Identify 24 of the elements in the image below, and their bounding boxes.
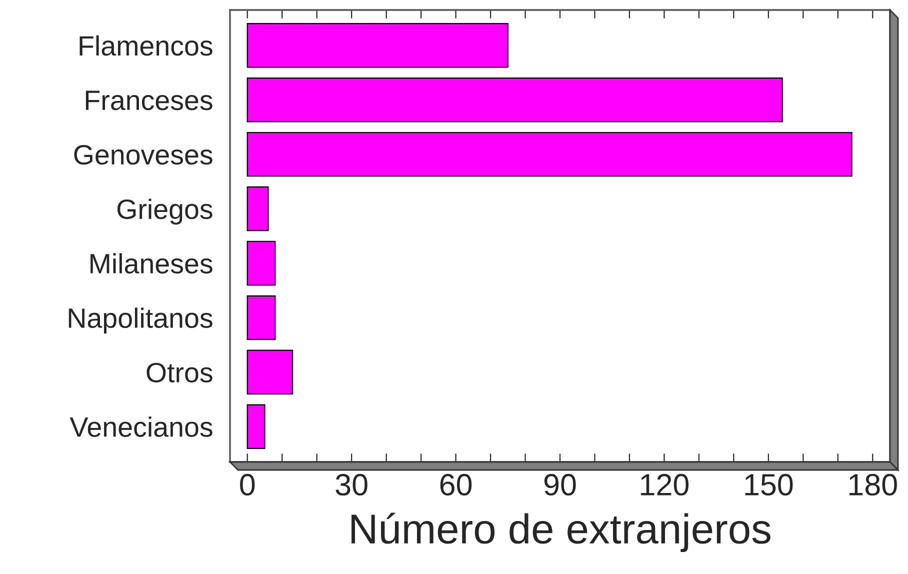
y-tick-label: Otros [146,362,212,382]
y-tick-label: Griegos [117,198,212,225]
x-tick-label: 150 [745,474,793,496]
bar [246,240,276,286]
bar [246,186,269,232]
x-tick-label: 120 [641,474,689,496]
x-tick-label: 90 [544,474,576,496]
bar [246,295,276,340]
bar [246,404,266,449]
y-tick-label: Milaneses [90,253,212,274]
x-tick-label: 180 [849,474,897,496]
x-axis-title: Número de extranjeros [352,512,770,552]
bar [246,78,783,122]
bar [246,132,852,177]
bar [246,350,294,394]
x-tick-label: 60 [440,474,472,496]
y-tick-label: Venecianos [70,416,212,437]
y-tick-label: Napolitanos [68,308,212,334]
x-tick-label: 30 [336,474,368,496]
y-tick-label: Franceses [86,90,212,110]
y-tick-label: Genoveses [74,144,212,165]
bar [246,23,508,68]
x-tick-label: 0 [240,474,255,496]
y-tick-label: Flamencos [80,35,212,56]
